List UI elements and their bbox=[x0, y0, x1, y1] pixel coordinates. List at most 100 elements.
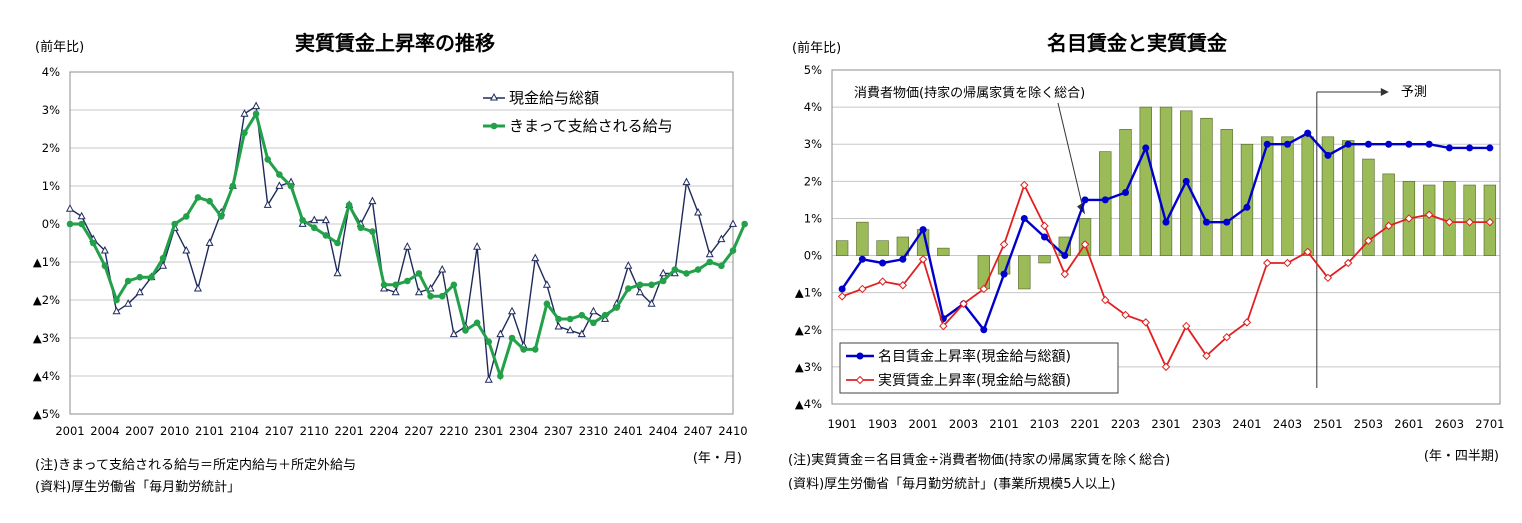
point-nominal-wages bbox=[1162, 218, 1170, 226]
point-regular-wages bbox=[183, 213, 190, 220]
left-y-tick-label: 4% bbox=[42, 65, 60, 79]
point-regular-wages bbox=[66, 220, 74, 228]
point-cash-earnings bbox=[728, 219, 738, 227]
point-nominal-wages bbox=[1385, 140, 1393, 148]
right-x-tick-label: 2003 bbox=[949, 417, 978, 431]
cpi-bar bbox=[1200, 117, 1213, 256]
point-nominal-wages bbox=[858, 255, 866, 263]
left-x-tick-label: 2001 bbox=[55, 424, 84, 438]
point-real-wages bbox=[878, 277, 887, 286]
left-y-tick-label: ▲4% bbox=[33, 369, 60, 383]
point-regular-wages bbox=[427, 292, 434, 300]
point-real-wages bbox=[1343, 258, 1353, 268]
right-chart-title: 名目賃金と実質賃金 bbox=[1047, 31, 1228, 55]
point-cash-earnings bbox=[77, 211, 86, 220]
point-real-wages bbox=[1445, 217, 1454, 227]
point-real-wages bbox=[1384, 221, 1393, 231]
point-cash-earnings bbox=[659, 268, 668, 277]
point-regular-wages bbox=[171, 220, 178, 228]
point-nominal-wages bbox=[1243, 203, 1251, 211]
right-y-tick-label: 2% bbox=[804, 174, 822, 188]
point-regular-wages bbox=[113, 296, 120, 304]
left-x-tick-label: 2401 bbox=[614, 424, 643, 438]
point-regular-wages bbox=[462, 327, 469, 334]
legend-label-real-wages: 実質賃金上昇率(現金給与総額) bbox=[878, 372, 1071, 389]
right-x-tick-label: 2503 bbox=[1354, 417, 1383, 431]
right-x-axis-label: (年・四半期) bbox=[1424, 449, 1499, 464]
point-cash-earnings bbox=[252, 101, 261, 110]
cpi-bar bbox=[1038, 255, 1051, 264]
point-regular-wages bbox=[357, 224, 365, 232]
point-real-wages bbox=[1101, 295, 1110, 305]
point-regular-wages bbox=[555, 315, 562, 323]
point-nominal-wages bbox=[1263, 140, 1271, 148]
point-real-wages bbox=[959, 299, 968, 309]
point-real-wages bbox=[1040, 221, 1049, 231]
point-real-wages bbox=[1404, 214, 1414, 223]
point-nominal-wages bbox=[1182, 177, 1190, 185]
point-nominal-wages bbox=[1425, 140, 1433, 148]
left-y-axis-label: (前年比) bbox=[35, 39, 84, 55]
point-regular-wages bbox=[706, 258, 714, 266]
point-regular-wages bbox=[404, 277, 411, 285]
point-nominal-wages bbox=[1466, 144, 1474, 152]
point-real-wages bbox=[979, 284, 989, 294]
point-real-wages bbox=[1182, 321, 1191, 331]
point-regular-wages bbox=[229, 182, 237, 190]
point-cash-earnings bbox=[414, 287, 423, 296]
right-x-tick-label: 2201 bbox=[1070, 417, 1099, 431]
point-regular-wages bbox=[625, 285, 632, 292]
cpi-bar bbox=[1301, 136, 1314, 256]
point-regular-wages bbox=[601, 311, 609, 319]
point-nominal-wages bbox=[838, 285, 846, 293]
point-regular-wages bbox=[380, 281, 388, 289]
point-nominal-wages bbox=[1445, 144, 1453, 152]
point-cash-earnings bbox=[635, 287, 644, 296]
left-x-axis-label: (年・月) bbox=[693, 451, 742, 466]
point-regular-wages bbox=[648, 281, 655, 289]
point-nominal-wages bbox=[980, 326, 988, 334]
point-cash-earnings bbox=[717, 234, 726, 243]
point-cash-earnings bbox=[240, 109, 249, 117]
point-real-wages bbox=[1242, 318, 1252, 327]
point-real-wages bbox=[918, 255, 928, 264]
point-regular-wages bbox=[718, 262, 725, 270]
right-x-tick-label: 2303 bbox=[1192, 417, 1221, 431]
point-regular-wages bbox=[659, 277, 667, 285]
right-x-tick-label: 1901 bbox=[827, 417, 856, 431]
right-x-tick-label: 2603 bbox=[1435, 417, 1464, 431]
right-x-tick-label: 2401 bbox=[1232, 417, 1261, 431]
cpi-bar bbox=[1342, 140, 1355, 256]
cpi-bar bbox=[1321, 136, 1335, 256]
right-note-source: (資料)厚生労働省「毎月勤労統計」(事業所規模5人以上) bbox=[788, 477, 1116, 492]
legend-label-cash-earnings: 現金給与総額 bbox=[509, 89, 599, 107]
point-nominal-wages bbox=[1061, 252, 1069, 260]
right-legend-box bbox=[839, 342, 1119, 394]
point-real-wages bbox=[1141, 318, 1150, 327]
point-cash-earnings bbox=[112, 306, 121, 315]
point-regular-wages bbox=[241, 129, 248, 137]
point-regular-wages bbox=[252, 110, 260, 118]
left-x-tick-label: 2310 bbox=[579, 424, 608, 438]
point-cash-earnings bbox=[65, 204, 75, 212]
point-real-wages bbox=[858, 284, 867, 294]
point-nominal-wages bbox=[1081, 196, 1089, 204]
point-nominal-wages bbox=[1122, 188, 1130, 196]
point-regular-wages bbox=[136, 273, 144, 281]
point-nominal-wages bbox=[1283, 140, 1291, 148]
point-regular-wages bbox=[89, 239, 97, 247]
right-y-tick-label: ▲4% bbox=[795, 397, 822, 411]
point-regular-wages bbox=[671, 266, 679, 273]
legend-marker-regular-wages bbox=[490, 122, 498, 130]
point-regular-wages bbox=[497, 372, 504, 380]
point-regular-wages bbox=[392, 281, 399, 289]
point-cash-earnings bbox=[403, 242, 412, 250]
point-nominal-wages bbox=[1101, 196, 1109, 204]
point-cash-earnings bbox=[263, 200, 272, 208]
series-line-cash-earnings bbox=[69, 104, 734, 380]
right-x-tick-label: 2701 bbox=[1475, 417, 1504, 431]
point-regular-wages bbox=[148, 273, 155, 281]
point-real-wages bbox=[1080, 240, 1090, 249]
left-note-source: (資料)厚生労働省「毎月勤労統計」 bbox=[35, 480, 241, 495]
cpi-bar bbox=[977, 255, 990, 290]
